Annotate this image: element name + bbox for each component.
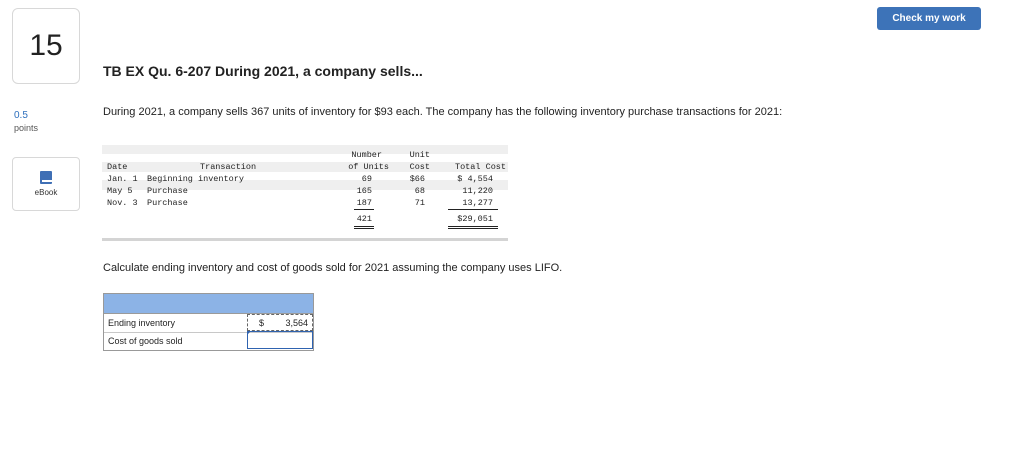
- ebook-label: eBook: [34, 188, 58, 197]
- answer-row-ending-inventory: Ending inventory $ 3,564: [104, 314, 313, 333]
- date-header: Date: [107, 162, 128, 172]
- currency-symbol: $: [259, 318, 265, 328]
- row-cost: 68: [414, 186, 425, 196]
- inventory-transactions-table: Number Unit Date Transaction of Units Co…: [102, 145, 508, 241]
- total-header: Total Cost: [454, 162, 506, 172]
- instruction-text: Calculate ending inventory and cost of g…: [103, 262, 563, 274]
- cost-header-line2: Cost: [409, 162, 430, 172]
- cost-header-line1: Unit: [409, 150, 430, 160]
- ending-inventory-label: Ending inventory: [108, 318, 176, 328]
- ebook-button[interactable]: eBook: [12, 157, 80, 211]
- book-icon: [40, 171, 52, 184]
- units-total: 421: [356, 214, 372, 224]
- row-total: $ 4,554: [457, 174, 493, 184]
- points-label: points: [14, 123, 39, 133]
- answer-table-header: [104, 294, 313, 314]
- units-header-line2: of Units: [348, 162, 389, 172]
- answer-table: Ending inventory $ 3,564 Cost of goods s…: [103, 293, 314, 351]
- row-transaction: Purchase: [147, 186, 188, 196]
- row-units: 187: [356, 198, 372, 208]
- ending-inventory-value: 3,564: [285, 318, 308, 328]
- row-total: 11,220: [462, 186, 493, 196]
- cost-total: $29,051: [457, 214, 493, 224]
- row-total: 13,277: [462, 198, 493, 208]
- check-my-work-button[interactable]: Check my work: [877, 7, 981, 30]
- question-title: TB EX Qu. 6-207 During 2021, a company s…: [103, 63, 423, 79]
- cogs-label: Cost of goods sold: [108, 336, 183, 346]
- row-transaction: Purchase: [147, 198, 188, 208]
- row-units: 69: [361, 174, 372, 184]
- points-value: 0.5: [14, 110, 28, 121]
- question-text: During 2021, a company sells 367 units o…: [103, 106, 783, 118]
- row-cost: $66: [409, 174, 425, 184]
- row-date: May 5: [107, 186, 133, 196]
- row-date: Jan. 1: [107, 174, 138, 184]
- units-header-line1: Number: [351, 150, 382, 160]
- points-indicator: 0.5 points: [14, 110, 38, 134]
- answer-row-cogs: Cost of goods sold: [104, 331, 313, 350]
- row-units: 165: [356, 186, 372, 196]
- cogs-input[interactable]: [247, 331, 313, 349]
- transaction-header: Transaction: [200, 162, 257, 172]
- row-transaction: Beginning inventory: [147, 174, 244, 184]
- row-date: Nov. 3: [107, 198, 138, 208]
- question-number: 15: [29, 29, 63, 62]
- question-number-box: 15: [12, 8, 80, 84]
- row-cost: 71: [414, 198, 425, 208]
- ending-inventory-input[interactable]: $ 3,564: [247, 314, 313, 331]
